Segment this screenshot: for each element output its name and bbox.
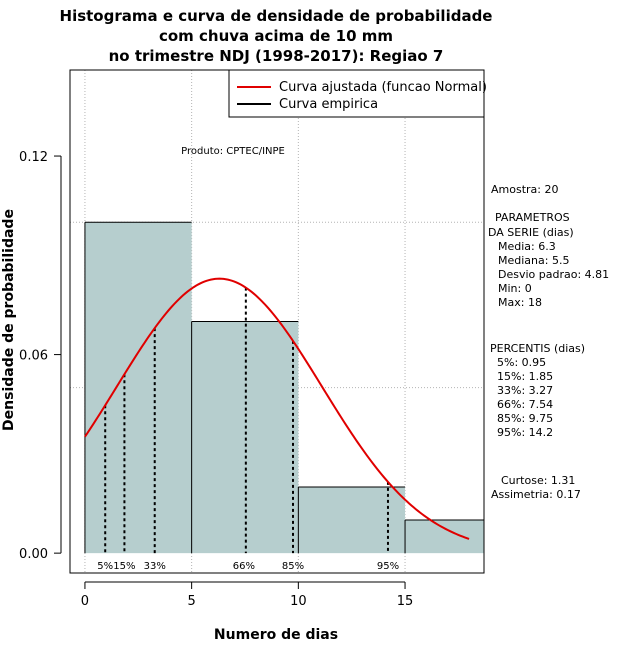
stats-percentil-5: 5%: 0.95: [497, 356, 546, 369]
stats-curtose: Curtose: 1.31: [501, 474, 575, 487]
stats-assimetria: Assimetria: 0.17: [491, 488, 581, 501]
stats-sample: Amostra: 20: [491, 183, 558, 196]
legend-label-normal: Curva ajustada (funcao Normal): [279, 80, 487, 95]
y-tick-label-2: 0.12: [19, 150, 48, 165]
legend-label-empirical: Curva empirica: [279, 97, 378, 112]
y-tick-label-1: 0.06: [19, 349, 48, 364]
histogram-bar-2: [298, 486, 406, 554]
percentile-label-5: 95%: [377, 561, 399, 572]
x-tick-label-1: 5: [187, 594, 195, 609]
chart-title-line-3: no trimestre NDJ (1998-2017): Regiao 7: [109, 47, 444, 65]
y-tick-label-0: 0.00: [19, 547, 48, 562]
percentile-label-0: 5%: [97, 561, 113, 572]
stats-param-max: Max: 18: [498, 296, 542, 309]
legend-box: [228, 69, 485, 118]
stats-param-median: Mediana: 5.5: [498, 254, 569, 267]
percentile-layer: 5% 15% 33% 66% 85% 95%: [97, 287, 399, 572]
percentile-label-2: 33%: [144, 561, 166, 572]
stats-param-sd: Desvio padrao: 4.81: [498, 268, 609, 281]
chart-title-line-1: Histograma e curva de densidade de proba…: [60, 7, 493, 25]
axis-layer: 0 5 10 15 0.00 0.06 0.12: [19, 150, 413, 609]
x-axis-label: Numero de dias: [214, 627, 338, 643]
stats-params-title-1: PARAMETROS: [495, 211, 570, 224]
product-annotation: Produto: CPTEC/INPE: [181, 146, 285, 157]
normal-curve-line: [84, 277, 470, 540]
stats-panel: Amostra: 20 PARAMETROS DA SERIE (dias) M…: [488, 183, 609, 501]
legend: Curva ajustada (funcao Normal) Curva emp…: [228, 69, 487, 118]
x-tick-label-3: 15: [397, 594, 414, 609]
histogram-bar-0: [84, 222, 192, 554]
chart-title-line-2: com chuva acima de 10 mm: [159, 27, 393, 45]
curve-layer: [84, 277, 470, 540]
stats-percentis-title: PERCENTIS (dias): [490, 342, 585, 355]
x-tick-label-0: 0: [81, 594, 89, 609]
stats-param-mean: Media: 6.3: [498, 240, 556, 253]
bars-layer: [84, 221, 484, 554]
stats-param-min: Min: 0: [498, 282, 532, 295]
percentile-label-3: 66%: [233, 561, 255, 572]
stats-percentil-66: 66%: 7.54: [497, 398, 553, 411]
x-tick-label-2: 10: [290, 594, 307, 609]
stats-params-title-2: DA SERIE (dias): [488, 226, 574, 239]
stats-percentil-95: 95%: 14.2: [497, 426, 553, 439]
stats-percentil-85: 85%: 9.75: [497, 412, 553, 425]
stats-percentil-15: 15%: 1.85: [497, 370, 553, 383]
percentile-label-4: 85%: [282, 561, 304, 572]
y-axis-label: Densidade de probabilidade: [1, 209, 17, 431]
histogram-bar-3: [405, 520, 484, 554]
stats-percentil-33: 33%: 3.27: [497, 384, 553, 397]
percentile-label-1: 15%: [113, 561, 135, 572]
